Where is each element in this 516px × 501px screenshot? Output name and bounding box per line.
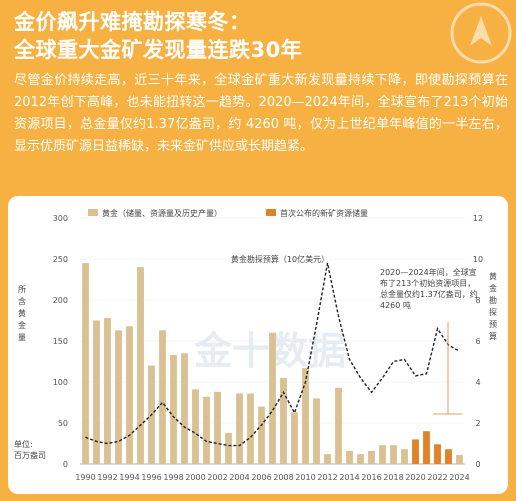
- gold-bar: [401, 449, 408, 464]
- left-axis-label-char: 量: [18, 333, 26, 342]
- x-tick-label: 2014: [339, 473, 359, 482]
- first-discovery-bar: [412, 439, 419, 464]
- gold-bar: [313, 398, 320, 464]
- x-tick-label: 1994: [119, 473, 139, 482]
- gold-discovery-chart: 金十数据 05010015020025030002468101219901992…: [14, 208, 497, 482]
- headline-line-2: 全球重大金矿发现量连跌30年: [14, 38, 303, 62]
- gold-bar: [456, 454, 463, 464]
- right-tick-label: 8: [475, 296, 480, 305]
- x-tick-label: 2010: [295, 473, 315, 482]
- x-tick-label: 2004: [229, 473, 249, 482]
- annotation-line: 布了213个初始资源项目，: [380, 278, 475, 288]
- right-tick-label: 6: [475, 337, 480, 346]
- left-tick-label: 250: [53, 255, 68, 264]
- right-axis-label-char: 金: [489, 283, 497, 293]
- left-axis-label-char: 含: [18, 296, 26, 306]
- gold-bar: [357, 454, 364, 464]
- gold-bar: [368, 450, 375, 464]
- headline-line-1: 金价飙升难掩勘探寒冬：: [14, 10, 251, 34]
- gold-bar: [247, 393, 254, 464]
- gold-bar: [269, 332, 276, 464]
- right-axis-label-char: 勘: [489, 296, 497, 305]
- gold-bar: [159, 330, 166, 464]
- right-tick-label: 2: [475, 419, 480, 428]
- gold-bar: [390, 445, 397, 464]
- gold-bar: [203, 396, 210, 464]
- x-tick-label: 2012: [317, 473, 337, 482]
- x-tick-label: 2018: [383, 473, 403, 482]
- left-axis-label-char: 黄: [18, 308, 26, 318]
- right-axis-label-char: 黄: [489, 271, 497, 281]
- left-tick-label: 0: [63, 460, 68, 469]
- gold-bar: [291, 412, 298, 464]
- gold-bar: [137, 267, 144, 464]
- gold-bar: [302, 368, 309, 464]
- left-tick-label: 200: [53, 296, 68, 305]
- legend-swatch-first: [266, 209, 276, 216]
- x-tick-label: 2008: [273, 473, 293, 482]
- headline: 金价飙升难掩勘探寒冬： 全球重大金矿发现量连跌30年: [14, 8, 454, 64]
- gold-bar: [324, 454, 331, 464]
- gold-bar: [126, 326, 133, 464]
- x-tick-label: 2006: [251, 473, 271, 482]
- unit-label-line-2: 百万盎司: [14, 450, 46, 460]
- gold-bar: [280, 377, 287, 464]
- gold-bar: [115, 330, 122, 464]
- budget-line-label: 黄金勘探预算（10亿美元）: [231, 254, 329, 264]
- x-tick-label: 2024: [449, 473, 469, 482]
- gold-bar: [170, 354, 177, 464]
- x-tick-label: 2022: [427, 473, 447, 482]
- left-axis-label-char: 所: [18, 284, 26, 294]
- legend-swatch-gold: [88, 209, 98, 216]
- first-discovery-bar: [423, 431, 430, 464]
- right-axis-label-char: 预: [489, 319, 497, 329]
- budget-line: [85, 262, 460, 447]
- gold-bar: [346, 450, 353, 464]
- gold-bar: [258, 406, 265, 464]
- left-axis-label-char: 金: [18, 320, 26, 330]
- gold-bar: [214, 391, 221, 464]
- x-tick-label: 2020: [405, 473, 425, 482]
- right-axis-label-char: 算: [489, 331, 497, 341]
- x-tick-label: 2002: [207, 473, 227, 482]
- lead-paragraph: 尽管金价持续走高，近三十年来，全球金矿重大新发现量持续下降，即使勘探预算在201…: [14, 73, 508, 154]
- gold-bar: [192, 389, 199, 464]
- left-tick-label: 50: [58, 419, 68, 428]
- chart-card: 金十数据 05010015020025030002468101219901992…: [8, 196, 508, 494]
- x-tick-label: 1998: [163, 473, 183, 482]
- first-discovery-bar: [445, 449, 452, 464]
- right-tick-label: 12: [473, 214, 483, 223]
- annotation-line: 总金量仅约1.37亿盎司，约: [380, 289, 478, 299]
- legend-label-first: 首次公布的新矿资源储量: [280, 208, 368, 218]
- left-tick-label: 100: [53, 378, 68, 387]
- annotation-line: 2020—2024年间，全球宣: [380, 267, 477, 277]
- gold-bar: [93, 320, 100, 464]
- right-tick-label: 0: [475, 460, 480, 469]
- logo-icon: [450, 2, 512, 64]
- gold-bar: [335, 387, 342, 464]
- x-tick-label: 2000: [185, 473, 205, 482]
- left-tick-label: 150: [53, 337, 68, 346]
- x-tick-label: 1996: [141, 473, 161, 482]
- x-tick-label: 1990: [75, 473, 95, 482]
- gold-bar: [225, 432, 232, 464]
- left-tick-label: 300: [53, 214, 68, 223]
- gold-bar: [379, 445, 386, 464]
- gold-bar: [82, 263, 89, 464]
- legend-label-gold: 黄金（储量、资源量及历史产量）: [102, 208, 222, 218]
- unit-label-line-1: 单位:: [14, 439, 33, 449]
- gold-bar: [181, 353, 188, 464]
- x-tick-label: 1992: [97, 473, 117, 482]
- first-discovery-bar: [434, 444, 441, 464]
- annotation-line: 4260 吨: [380, 300, 411, 310]
- x-tick-label: 2016: [361, 473, 381, 482]
- right-tick-label: 4: [475, 378, 480, 387]
- gold-bar: [236, 393, 243, 464]
- right-axis-label-char: 探: [489, 307, 497, 317]
- gold-bar: [104, 318, 111, 464]
- right-tick-label: 10: [473, 255, 483, 264]
